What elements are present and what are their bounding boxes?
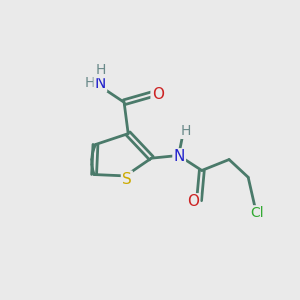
- Text: Cl: Cl: [250, 206, 264, 220]
- Text: N: N: [95, 76, 106, 91]
- Text: H: H: [84, 76, 94, 90]
- Text: O: O: [152, 87, 164, 102]
- Text: S: S: [122, 172, 132, 187]
- Text: H: H: [95, 63, 106, 77]
- Text: N: N: [173, 149, 185, 164]
- Text: O: O: [187, 194, 199, 209]
- Text: H: H: [181, 124, 191, 138]
